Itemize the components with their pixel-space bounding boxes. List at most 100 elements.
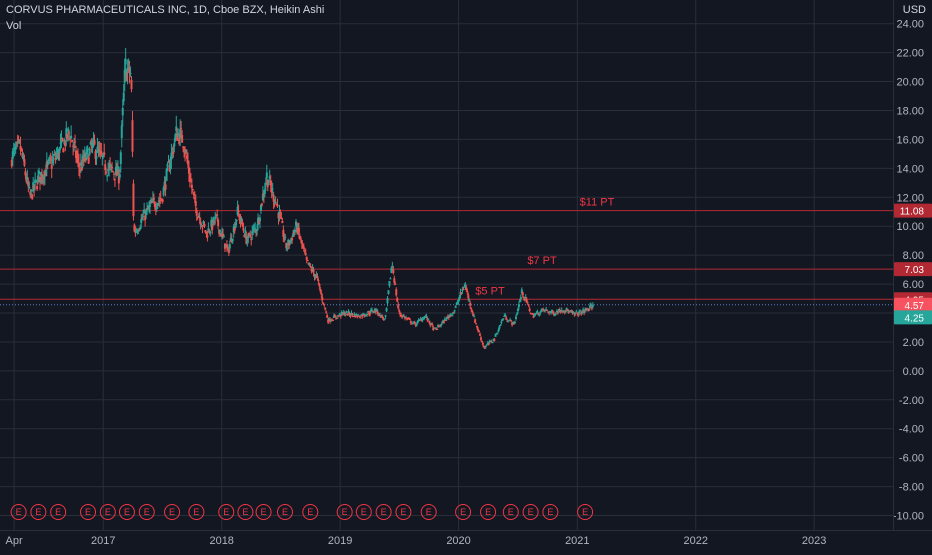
candle-body: [584, 309, 587, 311]
candle-body: [178, 138, 181, 145]
earnings-marker[interactable]: E: [10, 504, 27, 520]
earnings-marker[interactable]: E: [502, 504, 519, 520]
earnings-marker[interactable]: E: [188, 504, 205, 520]
earnings-marker[interactable]: E: [237, 504, 254, 520]
candle-body: [51, 159, 54, 163]
candle-body: [531, 313, 534, 315]
candle-body: [325, 311, 328, 313]
earnings-marker[interactable]: E: [375, 504, 392, 520]
candle-body: [583, 310, 586, 313]
candle-body: [479, 337, 482, 340]
earnings-marker[interactable]: E: [480, 504, 497, 520]
candle-body: [442, 321, 445, 324]
candle-body: [523, 298, 526, 300]
earnings-marker[interactable]: E: [218, 504, 235, 520]
candle-body: [280, 217, 283, 219]
earnings-marker[interactable]: E: [455, 504, 472, 520]
candle-body: [164, 184, 167, 190]
earnings-marker[interactable]: E: [255, 504, 272, 520]
candle-body: [247, 233, 250, 239]
candle-body: [10, 159, 13, 167]
candle-body: [407, 318, 410, 320]
currency-label[interactable]: USD: [902, 4, 926, 16]
candle-body: [413, 322, 416, 324]
candle-body: [118, 174, 121, 178]
earnings-marker[interactable]: E: [50, 504, 67, 520]
candle-body: [493, 339, 496, 341]
earnings-marker-label: E: [55, 507, 61, 517]
candle-body: [309, 265, 312, 267]
candle-body: [254, 227, 257, 229]
candle-body: [187, 167, 190, 174]
earnings-marker[interactable]: E: [577, 504, 594, 520]
candle-body: [554, 313, 557, 315]
candle-body: [183, 150, 186, 152]
earnings-marker[interactable]: E: [395, 504, 412, 520]
candle-body: [212, 217, 215, 224]
candle-body: [422, 319, 425, 321]
price-axis[interactable]: 24.00 22.00 20.00 18.00 16.00 14.00 12.00 10.00…: [893, 0, 932, 530]
candle-body: [324, 307, 327, 310]
candle-body: [167, 162, 170, 164]
candle-body: [347, 311, 350, 314]
candle-body: [11, 151, 14, 159]
earnings-marker[interactable]: E: [30, 504, 47, 520]
candle-body: [428, 320, 431, 323]
candle-body: [521, 292, 524, 296]
candle-body: [419, 318, 422, 320]
candle-body: [23, 159, 26, 166]
earnings-marker[interactable]: E: [118, 504, 135, 520]
candle-body: [117, 175, 120, 184]
candle-body: [461, 289, 464, 291]
candle-body: [396, 297, 399, 302]
time-axis[interactable]: Apr 2017 2018 2019 2020 2021 2022 2023: [0, 530, 932, 548]
candle-body: [145, 210, 148, 216]
earnings-marker[interactable]: E: [99, 504, 116, 520]
candle-body: [29, 191, 32, 196]
candle-body: [80, 167, 83, 171]
earnings-marker[interactable]: E: [336, 504, 353, 520]
earnings-marker[interactable]: E: [138, 504, 155, 520]
candle-body: [101, 155, 104, 157]
candle-body: [216, 214, 219, 216]
candle-body: [303, 251, 306, 253]
earnings-marker[interactable]: E: [164, 504, 181, 520]
candle-body: [285, 242, 288, 249]
candle-body: [33, 185, 36, 189]
earnings-marker[interactable]: E: [80, 504, 97, 520]
volume-indicator-label[interactable]: Vol: [6, 20, 22, 32]
candle-body: [266, 179, 269, 188]
candle-body: [241, 222, 244, 226]
x-tick-label: 2018: [209, 535, 233, 547]
candle-body: [331, 320, 334, 322]
earnings-marker-label: E: [582, 507, 588, 517]
symbol-title[interactable]: CORVUS PHARMACEUTICALS INC, 1D, Cboe BZX…: [6, 4, 325, 16]
candle-body: [139, 227, 142, 230]
candle-body: [48, 158, 51, 160]
earnings-marker[interactable]: E: [542, 504, 559, 520]
candle-body: [155, 207, 158, 209]
earnings-marker[interactable]: E: [355, 504, 372, 520]
candle-body: [70, 135, 73, 139]
candle-body: [427, 318, 430, 320]
candle-body: [486, 342, 489, 344]
earnings-marker[interactable]: E: [276, 504, 293, 520]
candle-body: [119, 152, 122, 164]
y-tick-label: 16.00: [896, 134, 924, 146]
candle-body: [482, 345, 485, 348]
candle-body: [44, 172, 47, 177]
earnings-marker-circle: [118, 504, 135, 520]
candle-body: [524, 297, 527, 299]
y-tick-label: -2.00: [899, 395, 924, 407]
candle-body: [168, 166, 171, 172]
candle-body: [172, 151, 175, 154]
candle-body: [456, 302, 459, 304]
earnings-marker[interactable]: E: [522, 504, 539, 520]
earnings-marker[interactable]: E: [302, 504, 319, 520]
candle-body: [436, 329, 439, 331]
candle-body: [480, 340, 483, 342]
earnings-marker[interactable]: E: [420, 504, 437, 520]
